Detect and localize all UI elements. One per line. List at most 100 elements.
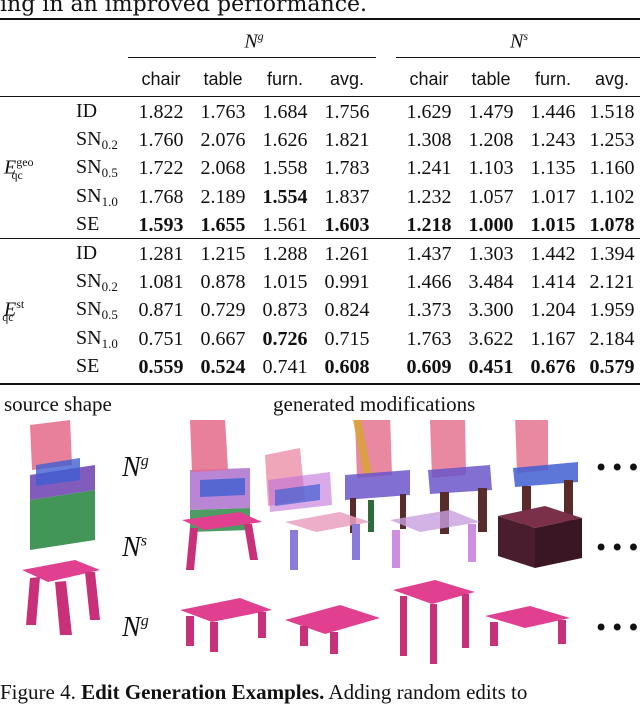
value-cell: 1.603 [324, 214, 370, 237]
value-cell: 1.394 [589, 242, 635, 265]
table-edit-4 [498, 506, 582, 568]
ellipsis-2: ••• [594, 534, 640, 562]
generated-modifications-label: generated modifications [273, 392, 476, 416]
value-cell: 1.232 [406, 185, 452, 208]
ellipsis-3: ••• [594, 614, 640, 642]
value-cell: 1.479 [468, 100, 514, 123]
value-cell: 0.991 [324, 271, 370, 294]
value-cell: 1.593 [138, 214, 184, 237]
value-cell: 1.763 [406, 327, 452, 350]
value-cell: 2.189 [200, 185, 246, 208]
intro-text: ing in an improved performance. [0, 0, 368, 17]
value-cell: 1.442 [530, 242, 576, 265]
value-cell: 1.218 [406, 214, 452, 237]
value-cell: 0.579 [589, 356, 635, 379]
table-row: SN0.5 0.871 0.729 0.873 0.824 1.373 3.300 1.204… [0, 297, 640, 325]
column-gap [378, 183, 398, 211]
value-cell: 0.729 [200, 299, 246, 322]
table-row: SN1.0 0.751 0.667 0.726 0.715 1.763 3.622 1.167… [0, 325, 640, 353]
value-cell: 1.437 [406, 242, 452, 265]
value-cell: 1.160 [589, 157, 635, 180]
value-cell: 1.253 [589, 129, 635, 152]
group-header-ns: Ns [509, 28, 528, 53]
value-cell: 3.622 [468, 327, 514, 350]
value-cell: 1.466 [406, 271, 452, 294]
value-cell: 0.524 [200, 356, 246, 379]
block-geo: Egeoqc ID 1.822 1.763 1.684 1.756 1.629 1.479 1.… [0, 98, 640, 240]
value-cell: 0.676 [530, 356, 576, 379]
value-cell: 0.878 [200, 271, 246, 294]
value-cell: 1.837 [324, 185, 370, 208]
method-label: SE [76, 355, 100, 378]
column-gap [378, 268, 398, 296]
value-cell: 1.783 [324, 157, 370, 180]
method-label: SN0.2 [76, 128, 118, 153]
value-cell: 1.561 [262, 214, 308, 237]
value-cell: 3.300 [468, 299, 514, 322]
column-gap [378, 325, 398, 353]
table-row: SN0.2 1.760 2.076 1.626 1.821 1.308 1.208 1.243… [0, 126, 640, 154]
value-cell: 1.414 [530, 271, 576, 294]
table-row: Estqc ID 1.281 1.215 1.288 1.261 1.437 1.303 1.4… [0, 240, 640, 324]
value-cell: 1.763 [200, 100, 246, 123]
value-cell: 1.241 [406, 157, 452, 180]
col-header: avg. [594, 68, 630, 89]
value-cell: 1.303 [468, 242, 514, 265]
value-cell: 1.822 [138, 100, 184, 123]
table-row: SN0.5 1.722 2.068 1.558 1.783 1.241 1.103 1.135… [0, 155, 640, 183]
row-label-1: Ng [122, 452, 149, 483]
table-row: SN0.2 1.081 0.878 1.015 0.991 1.466 3.484 1.414… [0, 268, 640, 296]
header-rule [0, 96, 640, 97]
col-header: table [471, 68, 511, 89]
value-cell: 1.684 [262, 100, 308, 123]
table-edit-2 [285, 512, 370, 570]
value-cell: 1.057 [468, 185, 514, 208]
table-edit-3 [390, 510, 480, 568]
value-cell: 1.558 [262, 157, 308, 180]
value-cell: 0.741 [262, 356, 308, 379]
value-cell: 1.167 [530, 327, 576, 350]
value-cell: 1.215 [200, 242, 246, 265]
column-gap [378, 297, 398, 325]
col-header: table [203, 68, 243, 89]
value-cell: 1.554 [262, 185, 308, 208]
value-cell: 1.015 [530, 214, 576, 237]
column-gap [378, 126, 398, 154]
value-cell: 1.768 [138, 185, 184, 208]
method-label: SN1.0 [76, 184, 118, 209]
table-row: SE 1.593 1.655 1.561 1.603 1.218 1.000 1.015 1.0… [0, 212, 640, 240]
column-gap [378, 98, 398, 126]
value-cell: 1.000 [468, 214, 514, 237]
value-cell: 1.017 [530, 185, 576, 208]
col-header: chair [141, 68, 181, 89]
results-table: Ng Ns chair table furn. avg. chair table… [0, 22, 640, 382]
table-row: SE 0.559 0.524 0.741 0.608 0.609 0.451 0.676 0.5… [0, 354, 640, 382]
value-cell: 0.726 [262, 327, 308, 350]
value-cell: 1.103 [468, 157, 514, 180]
value-cell: 0.451 [468, 356, 514, 379]
row-label-3: Ng [122, 612, 149, 643]
value-cell: 0.824 [324, 299, 370, 322]
value-cell: 1.308 [406, 129, 452, 152]
source-shape-label: source shape [4, 392, 112, 416]
value-cell: 1.959 [589, 299, 635, 322]
method-label: SN1.0 [76, 326, 118, 351]
group-rule-left [128, 57, 376, 58]
column-header-row: chair table furn. avg. chair table furn.… [0, 60, 640, 98]
table-edit-1 [182, 512, 262, 570]
value-cell: 1.722 [138, 157, 184, 180]
value-cell: 1.015 [262, 271, 308, 294]
method-label: ID [76, 99, 98, 122]
metric-label: Estqc [2, 297, 25, 324]
value-cell: 1.373 [406, 299, 452, 322]
value-cell: 1.078 [589, 214, 635, 237]
value-cell: 0.871 [138, 299, 184, 322]
method-label: ID [76, 241, 98, 264]
value-cell: 1.446 [530, 100, 576, 123]
value-cell: 0.873 [262, 299, 308, 322]
value-cell: 1.204 [530, 299, 576, 322]
method-label: SN0.5 [76, 156, 118, 181]
value-cell: 1.243 [530, 129, 576, 152]
block-rule [0, 238, 640, 239]
column-gap [378, 155, 398, 183]
